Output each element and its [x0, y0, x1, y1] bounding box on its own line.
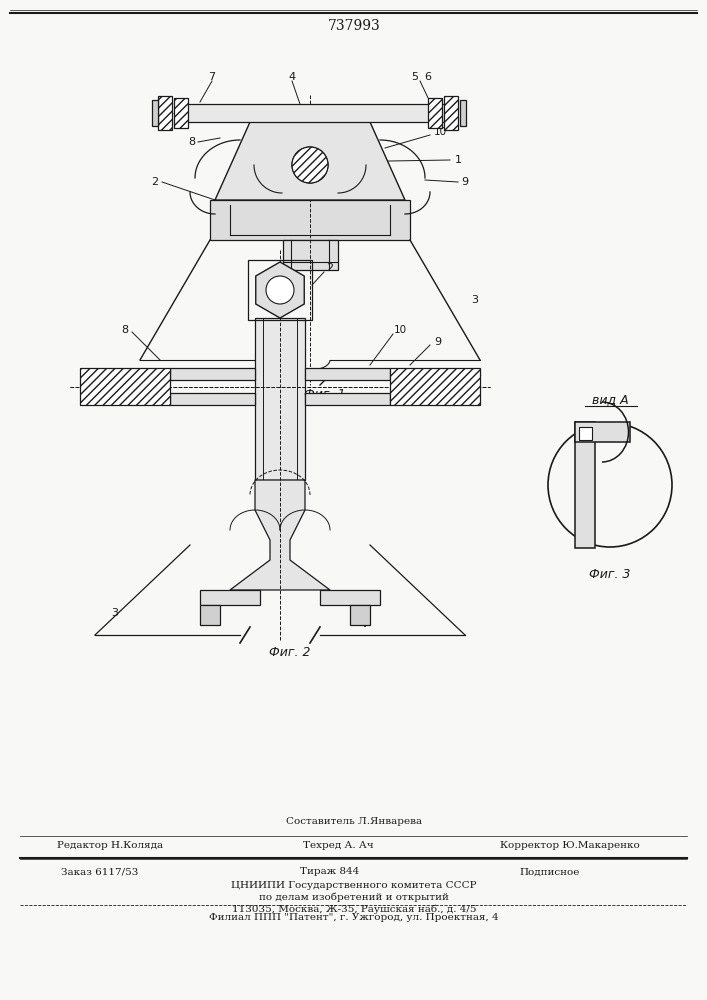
Text: Заказ 6117/53: Заказ 6117/53	[62, 867, 139, 876]
Text: вид А: вид А	[592, 393, 629, 406]
Text: 9: 9	[434, 337, 442, 347]
Text: Тираж 844: Тираж 844	[300, 867, 360, 876]
Text: А: А	[361, 613, 369, 626]
Polygon shape	[215, 122, 405, 200]
Polygon shape	[256, 262, 304, 318]
Text: Составитель Л.Январева: Составитель Л.Январева	[286, 818, 422, 826]
Bar	[248, 260, 312, 320]
Text: Корректор Ю.Макаренко: Корректор Ю.Макаренко	[500, 842, 640, 850]
Text: Редактор Н.Коляда: Редактор Н.Коляда	[57, 842, 163, 850]
Circle shape	[292, 147, 328, 183]
Bar	[170, 393, 255, 405]
Bar	[200, 590, 260, 605]
Bar	[428, 98, 442, 128]
Text: 2: 2	[327, 263, 334, 273]
Bar	[255, 318, 305, 480]
Bar	[174, 98, 188, 128]
Bar	[390, 368, 480, 405]
Bar	[579, 427, 592, 440]
Circle shape	[292, 147, 328, 183]
Bar	[460, 100, 466, 126]
Text: 3: 3	[472, 295, 479, 305]
Text: ЦНИИПИ Государственного комитета СССР: ЦНИИПИ Государственного комитета СССР	[231, 880, 477, 890]
Bar	[575, 422, 595, 548]
Text: 5: 5	[411, 72, 419, 82]
Text: Филиал ППП "Патент", г. Ужгород, ул. Проектная, 4: Филиал ППП "Патент", г. Ужгород, ул. Про…	[209, 912, 499, 922]
Bar	[158, 96, 172, 130]
Bar	[305, 393, 390, 405]
Text: 10: 10	[433, 127, 447, 137]
Text: по делам изобретений и открытий: по делам изобретений и открытий	[259, 892, 449, 902]
Bar	[305, 368, 390, 380]
Bar	[444, 96, 458, 130]
Text: 737993: 737993	[327, 19, 380, 33]
Bar	[200, 605, 220, 625]
Text: 7: 7	[209, 72, 216, 82]
Text: 113035, Москва, Ж-35, Раушская наб., д. 4/5: 113035, Москва, Ж-35, Раушская наб., д. …	[232, 904, 477, 914]
Text: Фиг. 2: Фиг. 2	[269, 647, 311, 660]
Polygon shape	[230, 480, 330, 590]
Bar	[210, 200, 410, 240]
Text: 3: 3	[112, 608, 119, 618]
Text: Фиг. 1: Фиг. 1	[304, 388, 346, 401]
Text: 6: 6	[424, 72, 431, 82]
Bar	[575, 422, 630, 442]
Bar	[80, 368, 170, 405]
Text: 4: 4	[288, 72, 296, 82]
Bar	[283, 240, 338, 270]
Text: 9: 9	[462, 177, 469, 187]
Text: 8: 8	[189, 137, 196, 147]
Bar	[170, 368, 255, 380]
Text: Техред А. Ач: Техред А. Ач	[303, 842, 373, 850]
Bar	[350, 605, 370, 625]
Text: 10: 10	[393, 325, 407, 335]
Bar	[320, 590, 380, 605]
Text: 2: 2	[151, 177, 158, 187]
Text: 1: 1	[455, 155, 462, 165]
Text: 8: 8	[122, 325, 129, 335]
Bar	[175, 104, 450, 122]
Text: Фиг. 3: Фиг. 3	[589, 568, 631, 582]
Text: Подписное: Подписное	[520, 867, 580, 876]
Bar	[152, 100, 158, 126]
Circle shape	[266, 276, 294, 304]
